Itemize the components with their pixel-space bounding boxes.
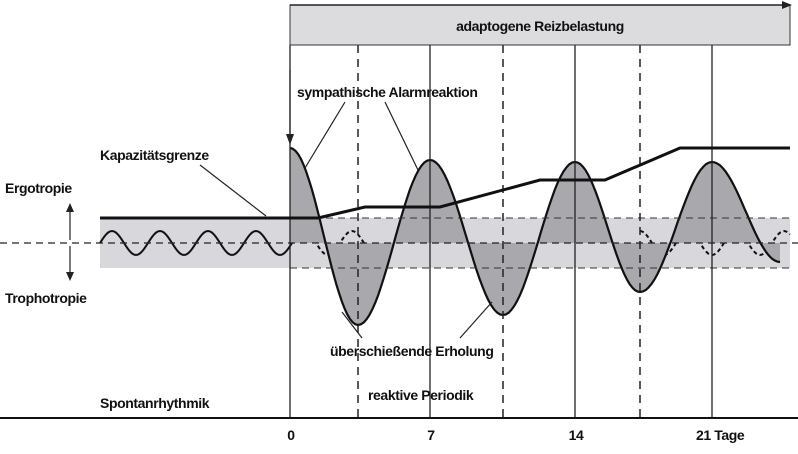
period-lines [357, 45, 641, 418]
wave-fill [290, 148, 780, 325]
label: sympathische Alarmreaktion [297, 84, 478, 100]
tick-label: 14 [569, 427, 584, 443]
tick-label: 7 [427, 427, 435, 443]
tick-label: 0 [287, 427, 295, 443]
banner-box [289, 4, 791, 46]
label: Ergotropie [5, 180, 72, 196]
arrow-head [782, 1, 792, 9]
label: reaktive Periodik [368, 387, 474, 403]
label: überschießende Erholung [330, 343, 494, 359]
spontaneous-wave [99, 229, 291, 257]
label: Trophotropie [5, 290, 87, 306]
label: Spontanrhythmik [100, 395, 210, 411]
tick-label: 21 Tage [696, 427, 745, 443]
leaders [69, 70, 493, 339]
banner-text: adaptogene Reizbelastung [456, 18, 624, 34]
label: Kapazitätsgrenze [100, 147, 209, 163]
reactive-wave [289, 146, 781, 327]
capacity-line [100, 146, 790, 220]
